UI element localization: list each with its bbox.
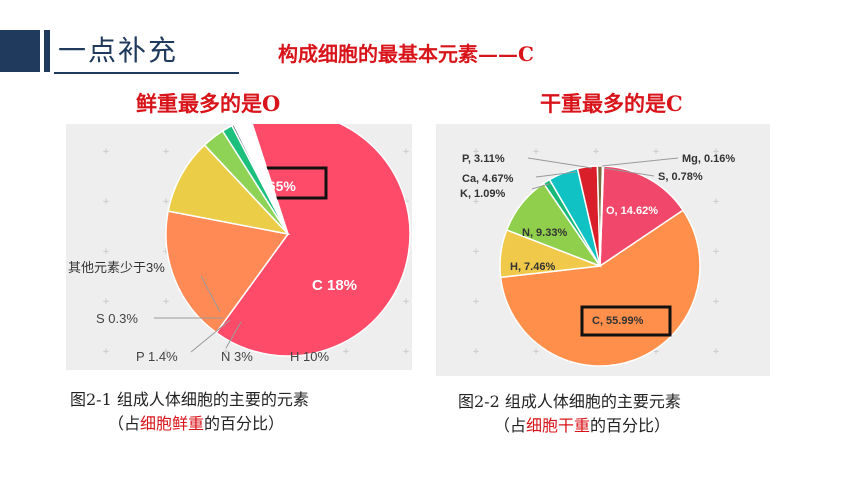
slice-label-k-1-09: K, 1.09% [460,188,505,200]
grid-marker: + [402,297,410,307]
right-caption-highlight: 细胞干重 [526,416,591,435]
grid-marker: + [162,197,170,207]
pie-slice-o-14-62 [599,165,685,268]
grid-marker: + [652,147,660,157]
grid-marker: + [712,147,720,157]
slice-label-ca-4-67: Ca, 4.67% [462,173,514,185]
header-accent-stripe [44,30,50,72]
left-caption-line1: 图2-1 组成人体细胞的主要的元素 [70,390,309,409]
grid-marker: + [162,147,170,157]
grid-marker: + [102,147,110,157]
grid-marker: + [652,347,660,357]
slice-label-o-14-62: O, 14.62% [606,205,658,217]
grid-marker: + [222,347,230,357]
grid-marker: + [402,147,410,157]
grid-marker: + [532,347,540,357]
left-caption-close: 的百分比） [204,414,285,433]
grid-marker: + [342,347,350,357]
right-caption-line2: （占细胞干重的百分比） [494,412,670,436]
slice-label-mg-0-16: Mg, 0.16% [682,153,735,165]
leader-line [535,171,577,178]
pie-slice-c-55-99 [499,209,701,367]
pie-slice-c-18 [165,210,290,334]
right-caption-line1: 图2-2 组成人体细胞的主要元素 [458,392,681,411]
slice-label-c-55-99: C, 55.99% [592,315,644,327]
slice-label-p-3-11: P, 3.11% [462,153,505,165]
slice-label-c-18: C 18% [312,277,357,294]
grid-marker: + [592,147,600,157]
left-caption-line2: （占细胞鲜重的百分比） [108,410,284,434]
grid-marker: + [162,297,170,307]
dry-weight-pie-chart: +++++++++++++++++++++++++O, 14.62%C, 55.… [460,147,735,367]
slice-label-n-9-33: N, 9.33% [522,227,567,239]
grid-marker: + [472,347,480,357]
slice-label-h-7-46: H, 7.46% [510,261,555,273]
grid-marker: + [102,197,110,207]
right-chart-panel: +++++++++++++++++++++++++O, 14.62%C, 55.… [436,124,770,376]
fresh-weight-pie-chart: ++++++++++++++++++++++++++++++O.65%C 18%… [68,124,411,364]
leader-line [225,321,242,349]
grid-marker: + [712,297,720,307]
pie-slice-h-10 [167,144,291,236]
header-accent-bar [0,30,40,72]
left-caption-open: （占 [108,414,141,433]
leader-line [200,275,221,313]
leader-line [603,167,655,177]
grid-marker: + [472,297,480,307]
grid-marker: + [402,347,410,357]
leader-line [527,157,593,169]
left-caption-highlight: 细胞鲜重 [140,414,205,433]
highlight-box [580,305,672,337]
pie-slice-o-65 [215,124,411,357]
slice-label-s-0-78: S, 0.78% [658,171,703,183]
grid-marker: + [162,347,170,357]
section-tag: 一点补充 [58,34,179,67]
grid-marker: + [472,197,480,207]
grid-marker: + [102,297,110,307]
grid-marker: + [102,347,110,357]
header-underline [54,72,239,74]
grid-marker: + [472,247,480,257]
slice-label-n-3: N 3% [221,349,253,364]
grid-marker: + [532,147,540,157]
grid-marker: + [472,147,480,157]
slice-label-3: 其他元素少于3% [68,260,165,275]
slice-label-p-1-4: P 1.4% [136,349,178,364]
grid-marker: + [102,247,110,257]
grid-marker: + [712,247,720,257]
grid-marker: + [162,247,170,257]
grid-marker: + [712,197,720,207]
slice-label-h-10: H 10% [290,349,329,364]
grid-marker: + [712,347,720,357]
left-subtitle: 鲜重最多的是O [136,91,281,116]
pie-slice-3 [233,124,287,230]
right-subtitle: 干重最多的是C [540,91,683,116]
right-caption-open: （占 [494,416,527,435]
right-caption-close: 的百分比） [590,416,671,435]
page-title: 构成细胞的最基本元素——C [278,42,534,66]
leader-line [601,157,679,167]
left-chart-panel: ++++++++++++++++++++++++++++++O.65%C 18%… [66,124,412,370]
leader-line [190,319,231,353]
slice-label-s-0-3: S 0.3% [96,311,138,326]
